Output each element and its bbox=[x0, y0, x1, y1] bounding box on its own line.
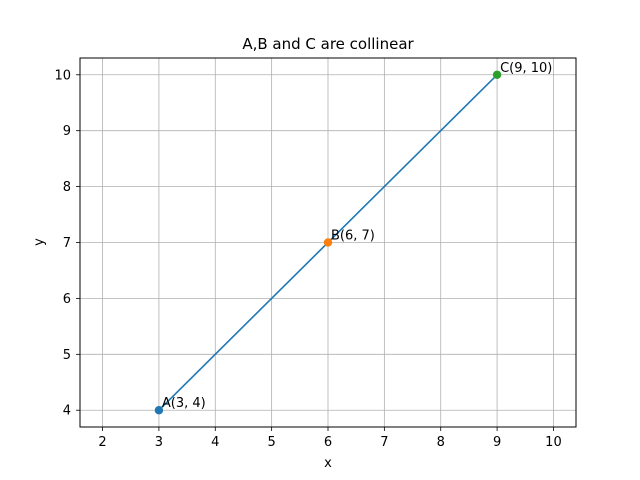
y-tick-label: 10 bbox=[54, 68, 71, 83]
y-axis-title: y bbox=[32, 238, 47, 246]
chart-title: A,B and C are collinear bbox=[242, 35, 414, 53]
x-tick-label: 2 bbox=[98, 435, 106, 450]
y-tick-label: 8 bbox=[63, 180, 71, 195]
point-label: A(3, 4) bbox=[162, 396, 206, 411]
y-tick-label: 9 bbox=[63, 124, 71, 139]
data-point bbox=[323, 238, 333, 247]
y-tick-label: 5 bbox=[63, 348, 71, 363]
x-tick-label: 4 bbox=[211, 435, 219, 450]
point-label: B(6, 7) bbox=[331, 229, 375, 244]
x-tick-label: 7 bbox=[380, 435, 388, 450]
data-point bbox=[154, 406, 164, 415]
x-tick-label: 3 bbox=[155, 435, 163, 450]
points: A(3, 4) B(6, 7) C(9, 10) bbox=[154, 61, 552, 415]
x-tick-label: 8 bbox=[437, 435, 445, 450]
point-label: C(9, 10) bbox=[500, 61, 552, 76]
x-tick-label: 6 bbox=[324, 435, 332, 450]
y-tick-label: 7 bbox=[63, 236, 71, 251]
x-axis-title: x bbox=[324, 456, 332, 471]
y-axis: 4 5 6 7 8 9 10 bbox=[54, 68, 80, 419]
data-point bbox=[492, 70, 502, 79]
x-tick-label: 9 bbox=[493, 435, 501, 450]
x-tick-label: 5 bbox=[267, 435, 275, 450]
x-axis: 2 3 4 5 6 7 8 9 10 bbox=[98, 427, 562, 450]
y-tick-label: 4 bbox=[63, 404, 71, 419]
y-tick-label: 6 bbox=[63, 292, 71, 307]
x-tick-label: 10 bbox=[545, 435, 562, 450]
